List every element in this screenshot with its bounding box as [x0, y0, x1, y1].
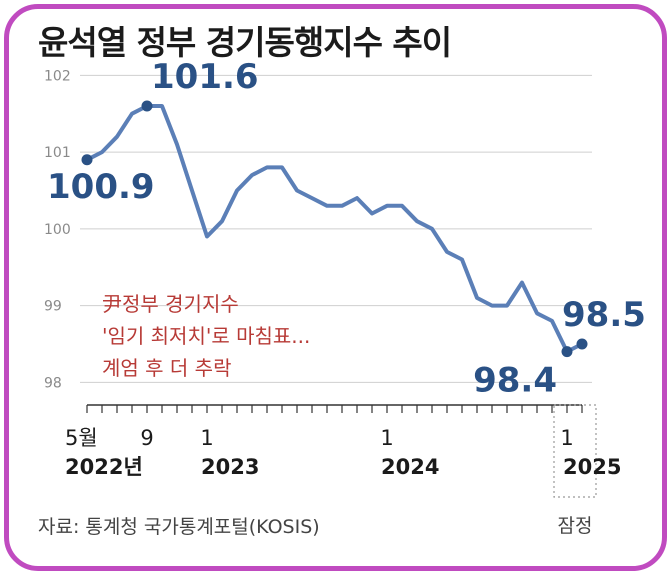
data-point — [81, 154, 93, 166]
annotation-line: 尹정부 경기지수 — [102, 292, 239, 316]
chart-frame — [4, 4, 667, 571]
x-tick-label: 1 — [380, 426, 393, 450]
x-year-label: 2023 — [201, 455, 259, 479]
x-year-label: 2024 — [381, 455, 439, 479]
x-tick-labels: 5월 2022년 9 1 2023 1 2024 1 2025 — [65, 426, 621, 479]
annotation-line: 계엄 후 더 추락 — [102, 356, 231, 380]
x-tick-label: 9 — [140, 426, 153, 450]
x-axis — [86, 404, 583, 413]
data-label: 98.5 — [562, 295, 646, 335]
provisional-box — [553, 404, 597, 498]
y-tick-label: 102 — [44, 68, 71, 84]
annotation-line: '임기 최저치'로 마침표... — [102, 324, 310, 348]
x-tick-label: 5월 — [65, 426, 98, 450]
provisional-region: 잠정 — [553, 404, 597, 537]
annotation: 尹정부 경기지수 '임기 최저치'로 마침표... 계엄 후 더 추락 — [102, 292, 310, 380]
y-tick-label: 101 — [44, 145, 71, 161]
source-note: 자료: 통계청 국가통계포털(KOSIS) — [38, 516, 320, 538]
x-year-label: 2025 — [563, 455, 621, 479]
x-year-label: 2022년 — [65, 455, 143, 479]
data-label: 98.4 — [473, 361, 557, 401]
data-label: 101.6 — [151, 57, 259, 97]
chart-title: 윤석열 정부 경기동행지수 추이 — [38, 23, 452, 62]
series-line — [85, 104, 584, 354]
data-point — [141, 100, 153, 112]
data-label: 100.9 — [47, 167, 155, 207]
series-polyline — [85, 104, 584, 354]
y-tick-label: 99 — [44, 299, 62, 315]
data-point — [561, 346, 573, 358]
x-tick-label: 1 — [560, 426, 573, 450]
data-labels: 100.9 101.6 98.498.5 — [47, 57, 646, 401]
data-point — [576, 338, 588, 350]
y-tick-labels: 98 99 100 101 102 — [44, 68, 71, 391]
data-points — [81, 100, 588, 358]
y-tick-label: 100 — [44, 222, 71, 238]
x-tick-label: 1 — [200, 426, 213, 450]
provisional-label: 잠정 — [558, 515, 593, 537]
y-tick-label: 98 — [44, 375, 62, 391]
